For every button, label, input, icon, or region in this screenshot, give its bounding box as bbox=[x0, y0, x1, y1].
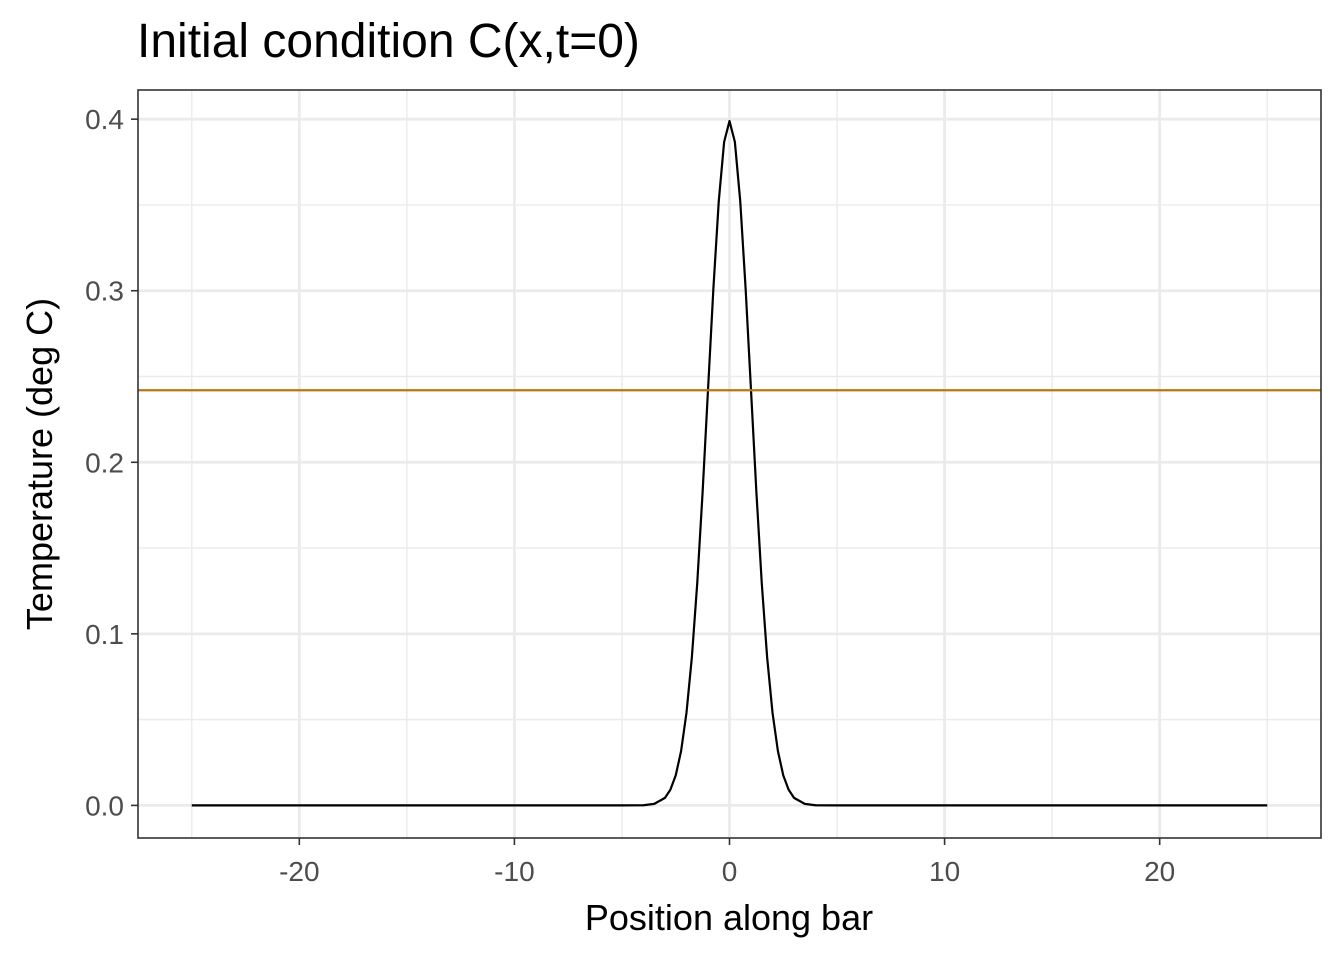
x-tick-label: 20 bbox=[1144, 856, 1175, 887]
y-tick-label: 0.1 bbox=[85, 619, 124, 650]
plot-area: -20 -10 0 10 20 0.0 0.1 0.2 0.3 0.4 bbox=[85, 89, 1322, 887]
y-tick-label: 0.0 bbox=[85, 790, 124, 821]
series-line bbox=[191, 119, 1268, 807]
chart-title: Initial condition C(x,t=0) bbox=[137, 15, 640, 68]
y-axis-title: Temperature (deg C) bbox=[19, 298, 60, 630]
x-tick-label: -20 bbox=[279, 856, 319, 887]
x-tick-label: 10 bbox=[929, 856, 960, 887]
x-tick-label: -10 bbox=[494, 856, 534, 887]
y-tick-label: 0.4 bbox=[85, 104, 124, 135]
y-tick-label: 0.2 bbox=[85, 447, 124, 478]
x-axis-title: Position along bar bbox=[585, 897, 873, 938]
y-tick-label: 0.3 bbox=[85, 276, 124, 307]
x-tick-label: 0 bbox=[722, 856, 738, 887]
